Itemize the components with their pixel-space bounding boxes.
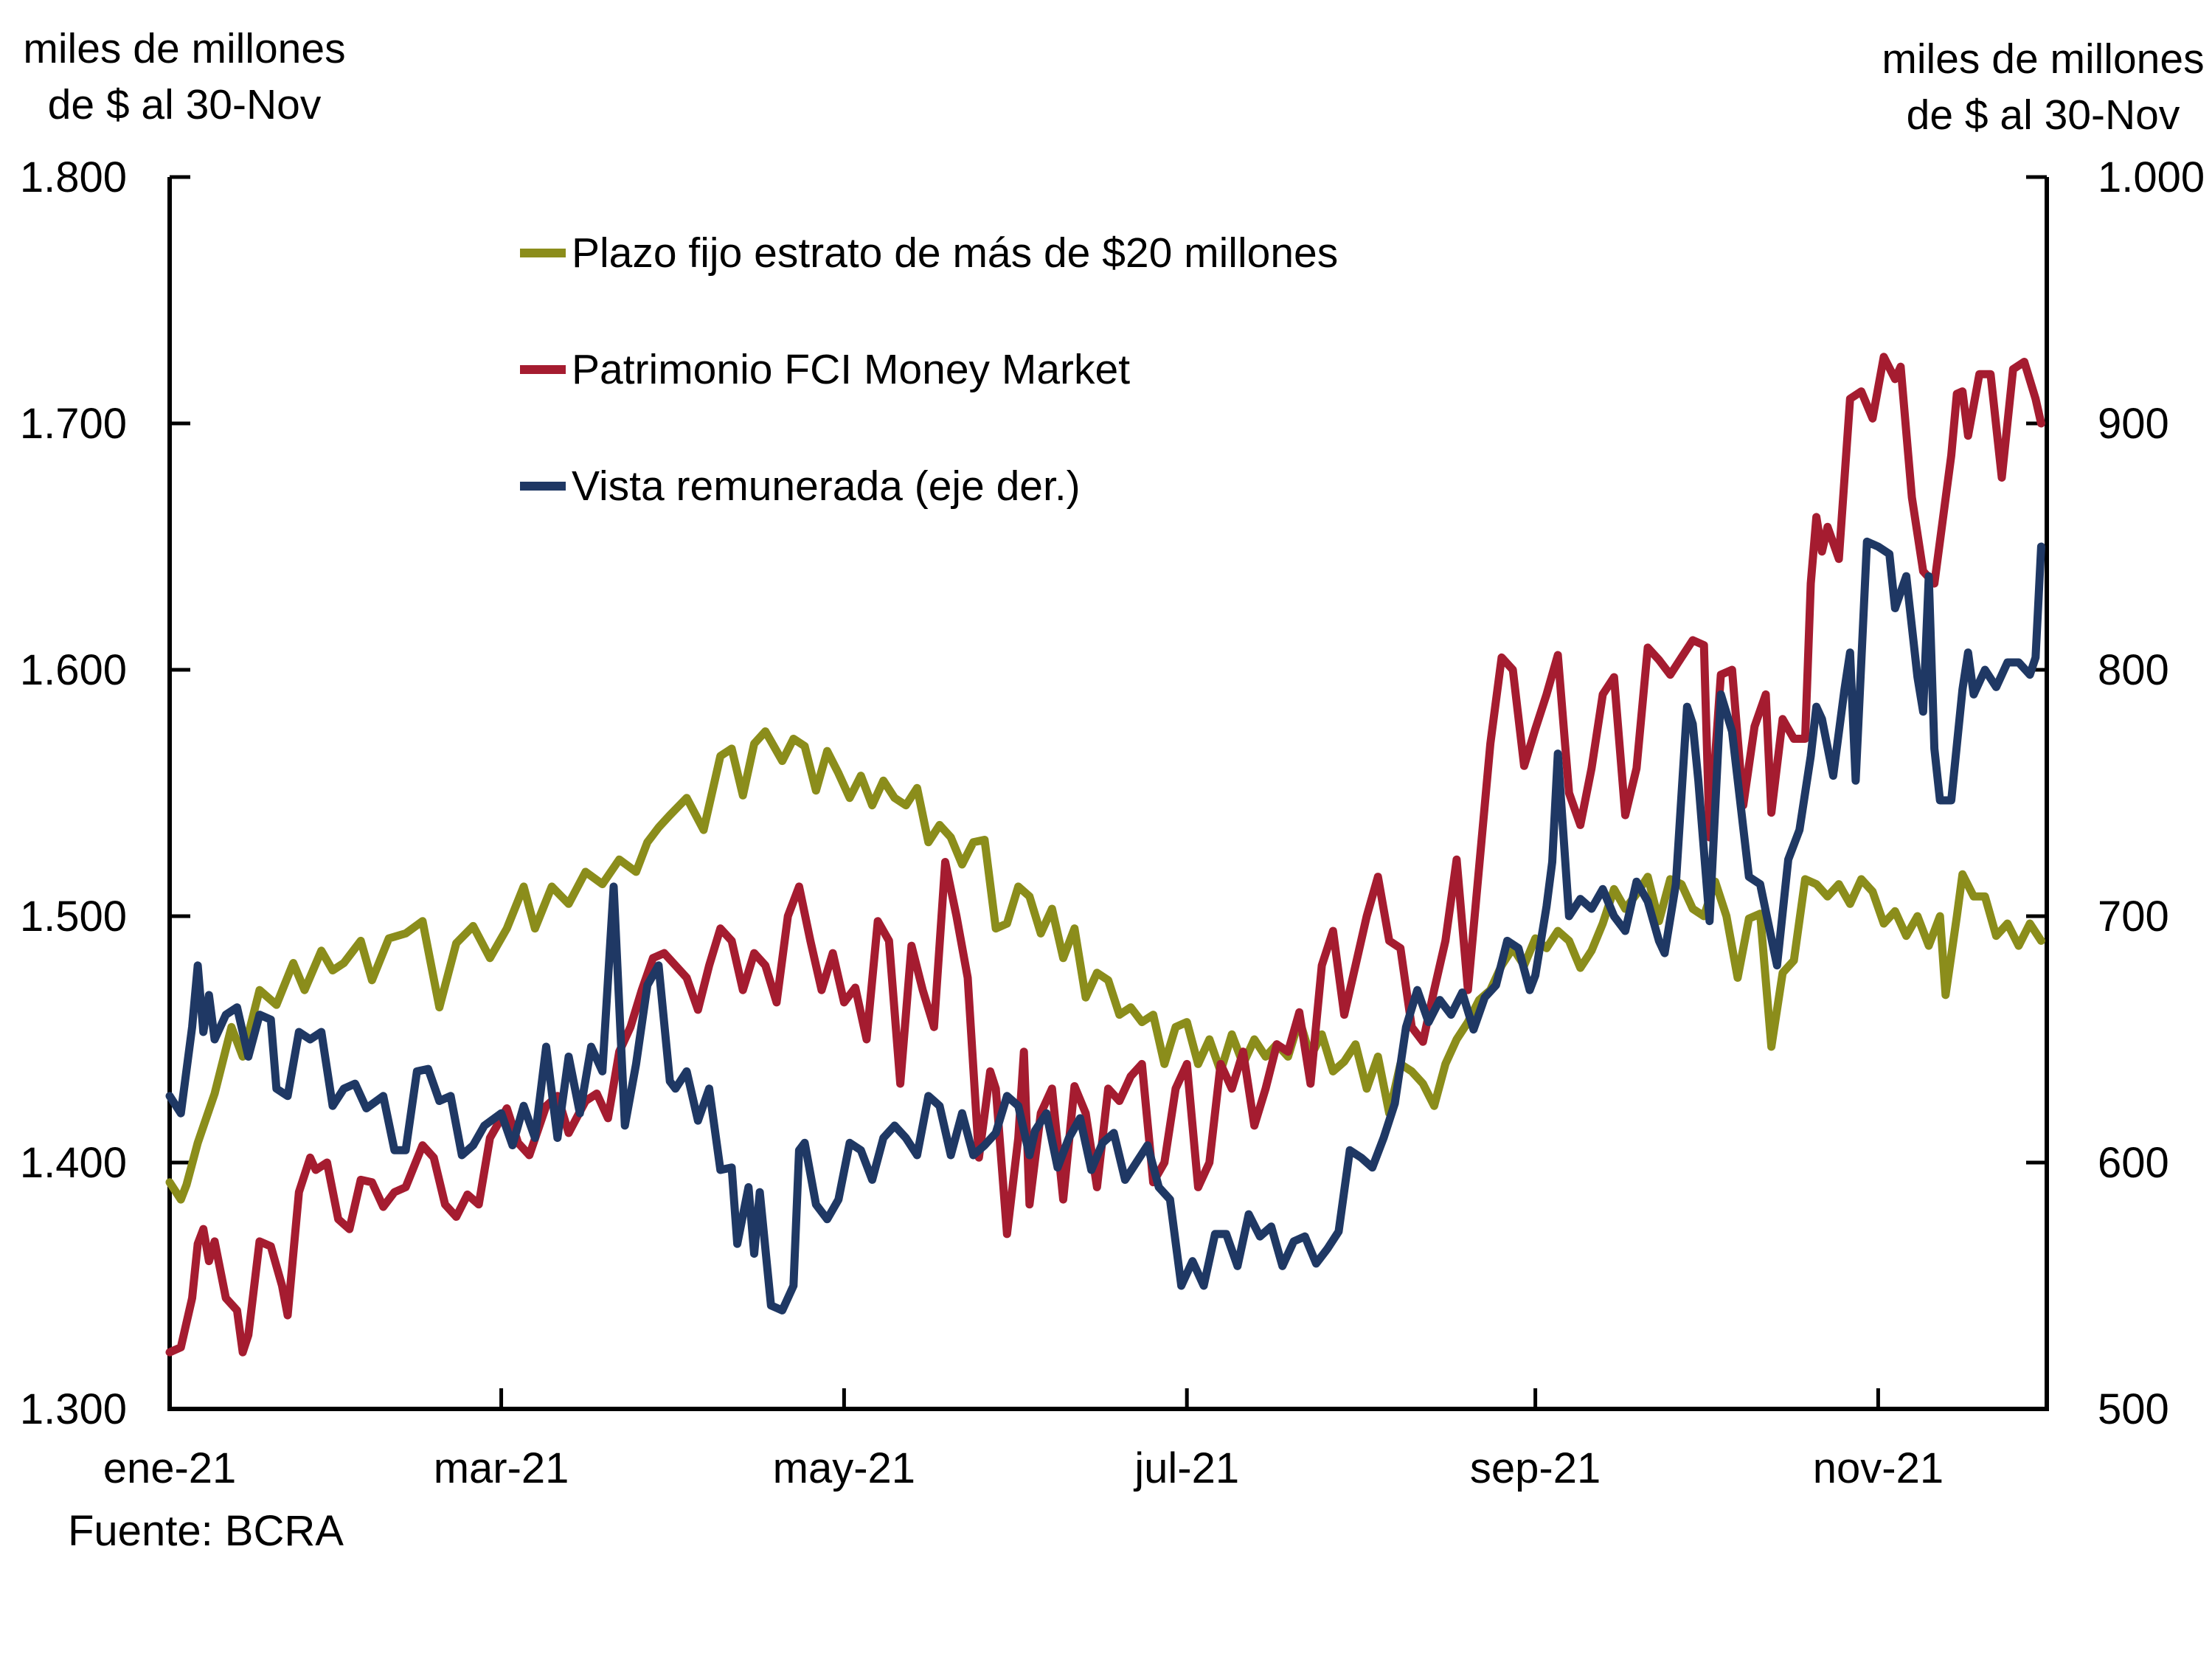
legend-label: Plazo fijo estrato de más de $20 millone… [572,229,1339,277]
legend-label: Patrimonio FCI Money Market [572,346,1131,393]
x-axis-tick-label: nov-21 [1813,1444,1944,1492]
legend-item-plazo-fijo: Plazo fijo estrato de más de $20 millone… [520,229,1338,277]
x-axis-tick-label: may-21 [773,1444,915,1492]
legend-item-fci-money-market: Patrimonio FCI Money Market [520,345,1130,394]
y-axis-right-tick-label: 900 [2098,400,2169,448]
y-axis-left-title-line1: miles de millones [23,25,346,72]
y-axis-right-tick-label: 500 [2098,1385,2169,1433]
legend-swatch-icon [520,365,566,374]
legend-item-vista-remunerada: Vista remunerada (eje der.) [520,462,1081,510]
y-axis-right-tick-label: 700 [2098,893,2169,941]
y-axis-left-title-line2: de $ al 30-Nov [47,81,322,128]
series-line-2 [165,537,2045,1315]
legend-label: Vista remunerada (eje der.) [572,463,1081,510]
y-axis-left-title: miles de millones de $ al 30-Nov [0,21,369,133]
y-axis-left-tick-label: 1.400 [20,1139,127,1187]
y-axis-left-tick-label: 1.500 [20,893,127,941]
series-line-0 [165,727,2045,1204]
y-axis-left-tick-label: 1.800 [20,153,127,201]
x-axis-tick-label: mar-21 [434,1444,569,1492]
y-axis-right-title: miles de millones de $ al 30-Nov [1859,31,2212,143]
y-axis-left-tick-label: 1.600 [20,646,127,694]
x-axis-tick-label: ene-21 [103,1444,237,1492]
legend-swatch-icon [520,482,566,491]
y-axis-left-tick-label: 1.300 [20,1385,127,1433]
legend-swatch-icon [520,249,566,257]
source-note: Fuente: BCRA [68,1507,344,1555]
series-line-1 [165,353,2045,1357]
x-axis-tick-label: jul-21 [1133,1444,1239,1492]
y-axis-right-title-line2: de $ al 30-Nov [1906,91,2180,139]
x-axis-tick-label: sep-21 [1470,1444,1601,1492]
y-axis-right-tick-label: 600 [2098,1139,2169,1187]
y-axis-left-tick-label: 1.700 [20,400,127,448]
y-axis-right-tick-label: 800 [2098,646,2169,694]
y-axis-right-tick-label: 1.000 [2098,153,2205,201]
y-axis-right-title-line1: miles de millones [1882,35,2205,83]
axis-frame [167,177,2049,1411]
